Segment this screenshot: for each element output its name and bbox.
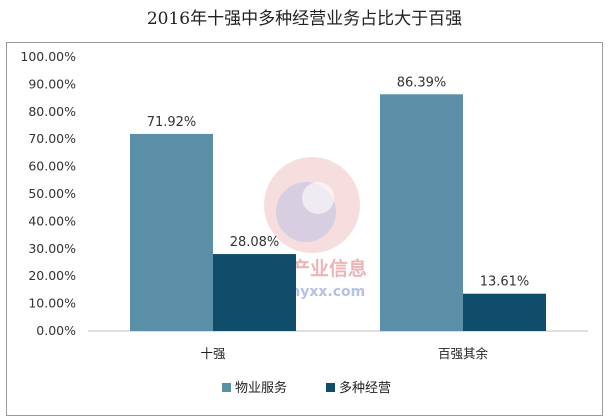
y-tick-label: 30.00% [28, 241, 76, 256]
y-tick-label: 90.00% [28, 76, 76, 91]
bar [130, 133, 213, 331]
legend-label: 物业服务 [235, 380, 287, 396]
legend-swatch [326, 383, 335, 392]
y-tick-label: 100.00% [20, 49, 76, 64]
bar [213, 254, 296, 331]
legend-label: 多种经营 [339, 380, 391, 396]
y-tick-label: 80.00% [28, 104, 76, 119]
bars [130, 94, 546, 331]
chart-title: 2016年十强中多种经营业务占比大于百强 [146, 9, 463, 29]
data-labels: 71.92% 28.08% 86.39% 13.61% [147, 75, 530, 289]
data-label: 28.08% [230, 235, 280, 250]
category-labels: 十强 百强其余 [200, 346, 488, 361]
y-tick-label: 70.00% [28, 131, 76, 146]
legend-swatch [222, 383, 231, 392]
chart-frame [6, 42, 603, 416]
bar [463, 293, 546, 331]
data-label: 71.92% [147, 115, 197, 130]
y-tick-label: 0.00% [36, 323, 76, 338]
y-tick-label: 20.00% [28, 268, 76, 283]
y-tick-label: 60.00% [28, 159, 76, 174]
data-label: 13.61% [480, 275, 530, 290]
y-tick-label: 10.00% [28, 296, 76, 311]
data-label: 86.39% [397, 75, 447, 90]
category-label: 百强其余 [438, 346, 489, 361]
y-tick-label: 50.00% [28, 186, 76, 201]
y-tick-label: 40.00% [28, 213, 76, 228]
y-axis-ticks: 0.00% 10.00% 20.00% 30.00% 40.00% 50.00% 60.00… [20, 49, 76, 338]
bar [380, 94, 463, 331]
legend: 物业服务 多种经营 [222, 380, 391, 396]
category-label: 十强 [200, 346, 226, 361]
